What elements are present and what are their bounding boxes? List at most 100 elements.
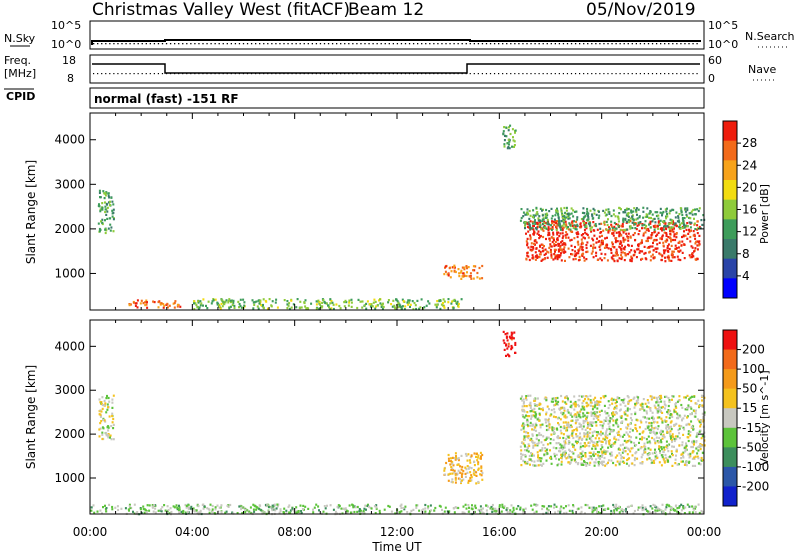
data-cell [330, 300, 333, 303]
colorbar-tick-label: -100 [742, 460, 769, 474]
data-cell [617, 425, 620, 428]
data-cell [525, 232, 527, 235]
data-cell [591, 217, 594, 220]
data-cell [546, 222, 549, 225]
nave-dot [587, 73, 589, 75]
data-cell [564, 450, 567, 453]
data-cell [296, 298, 299, 301]
noise-dot [473, 43, 475, 45]
data-cell [225, 510, 228, 513]
data-cell [555, 225, 558, 228]
data-cell [321, 301, 324, 304]
data-cell [530, 417, 533, 420]
data-cell [619, 415, 622, 418]
data-cell [550, 408, 553, 412]
data-cell [682, 426, 685, 429]
data-cell [463, 512, 466, 515]
data-cell [529, 220, 532, 223]
data-cell [132, 301, 135, 304]
data-cell [173, 301, 176, 305]
data-cell [627, 212, 629, 215]
data-cell [679, 226, 682, 229]
data-cell [278, 511, 281, 514]
data-cell [641, 461, 644, 464]
data-cell [603, 211, 606, 214]
data-cell [686, 416, 689, 419]
data-cell [211, 504, 214, 508]
noise-dot [635, 43, 637, 45]
data-cell [656, 456, 659, 460]
data-cell [450, 468, 453, 471]
data-cell [586, 426, 589, 429]
data-cell [99, 427, 102, 430]
data-cell [681, 218, 684, 221]
data-cell [541, 250, 544, 253]
data-cell [103, 192, 106, 195]
data-cell [535, 255, 538, 258]
data-cell [475, 474, 478, 477]
data-cell [500, 510, 503, 513]
data-cell [224, 301, 227, 304]
data-cell [658, 396, 661, 399]
data-cell [592, 256, 595, 259]
data-cell [677, 250, 680, 253]
data-cell [575, 428, 578, 431]
nave-dot [315, 73, 317, 75]
data-cell [635, 444, 638, 447]
data-cell [600, 409, 603, 412]
data-cell [574, 405, 577, 408]
data-cell [563, 216, 566, 219]
data-cell [628, 464, 630, 467]
data-cell [289, 511, 292, 514]
data-cell [556, 223, 559, 226]
data-cell [593, 445, 596, 448]
data-cell [464, 472, 467, 475]
data-cell [651, 253, 654, 256]
data-cell [626, 414, 629, 417]
data-cell [434, 303, 437, 306]
data-cell [404, 505, 407, 508]
data-cell [694, 228, 697, 231]
data-cell [615, 248, 618, 251]
data-cell [529, 463, 531, 466]
data-cell [543, 220, 546, 223]
data-cell [694, 247, 697, 250]
data-cell [503, 348, 506, 351]
data-cell [671, 398, 673, 401]
data-cell [555, 442, 558, 445]
noise-dot [562, 43, 565, 45]
nave-dot [684, 73, 686, 75]
data-cell [655, 396, 658, 399]
data-cell [562, 507, 565, 510]
data-cell [300, 510, 303, 513]
x-tick-label: 16:00 [482, 525, 517, 539]
data-cell [644, 251, 647, 255]
data-cell [653, 461, 656, 464]
data-cell [202, 507, 205, 510]
data-cell [640, 404, 643, 407]
data-cell [560, 505, 563, 508]
data-cell [349, 511, 352, 514]
data-cell [623, 259, 626, 262]
data-cell [559, 429, 562, 432]
data-cell [357, 298, 360, 301]
data-cell [597, 464, 600, 467]
data-cell [591, 458, 593, 461]
data-cell [522, 423, 524, 426]
data-cell [656, 247, 659, 250]
data-cell [108, 415, 111, 418]
data-cell [581, 246, 584, 249]
data-cell [457, 457, 460, 460]
data-cell [559, 232, 562, 235]
data-cell [641, 504, 644, 507]
colorbar-segment [723, 486, 737, 507]
data-cell [594, 411, 597, 414]
data-cell [551, 236, 554, 239]
noise-dot [101, 43, 103, 45]
data-cell [448, 510, 451, 513]
data-cell [626, 407, 629, 410]
noise-tick-top-left: 10^5 [51, 19, 81, 32]
data-cell [136, 299, 139, 302]
data-cell [575, 435, 578, 438]
data-cell [624, 254, 627, 257]
